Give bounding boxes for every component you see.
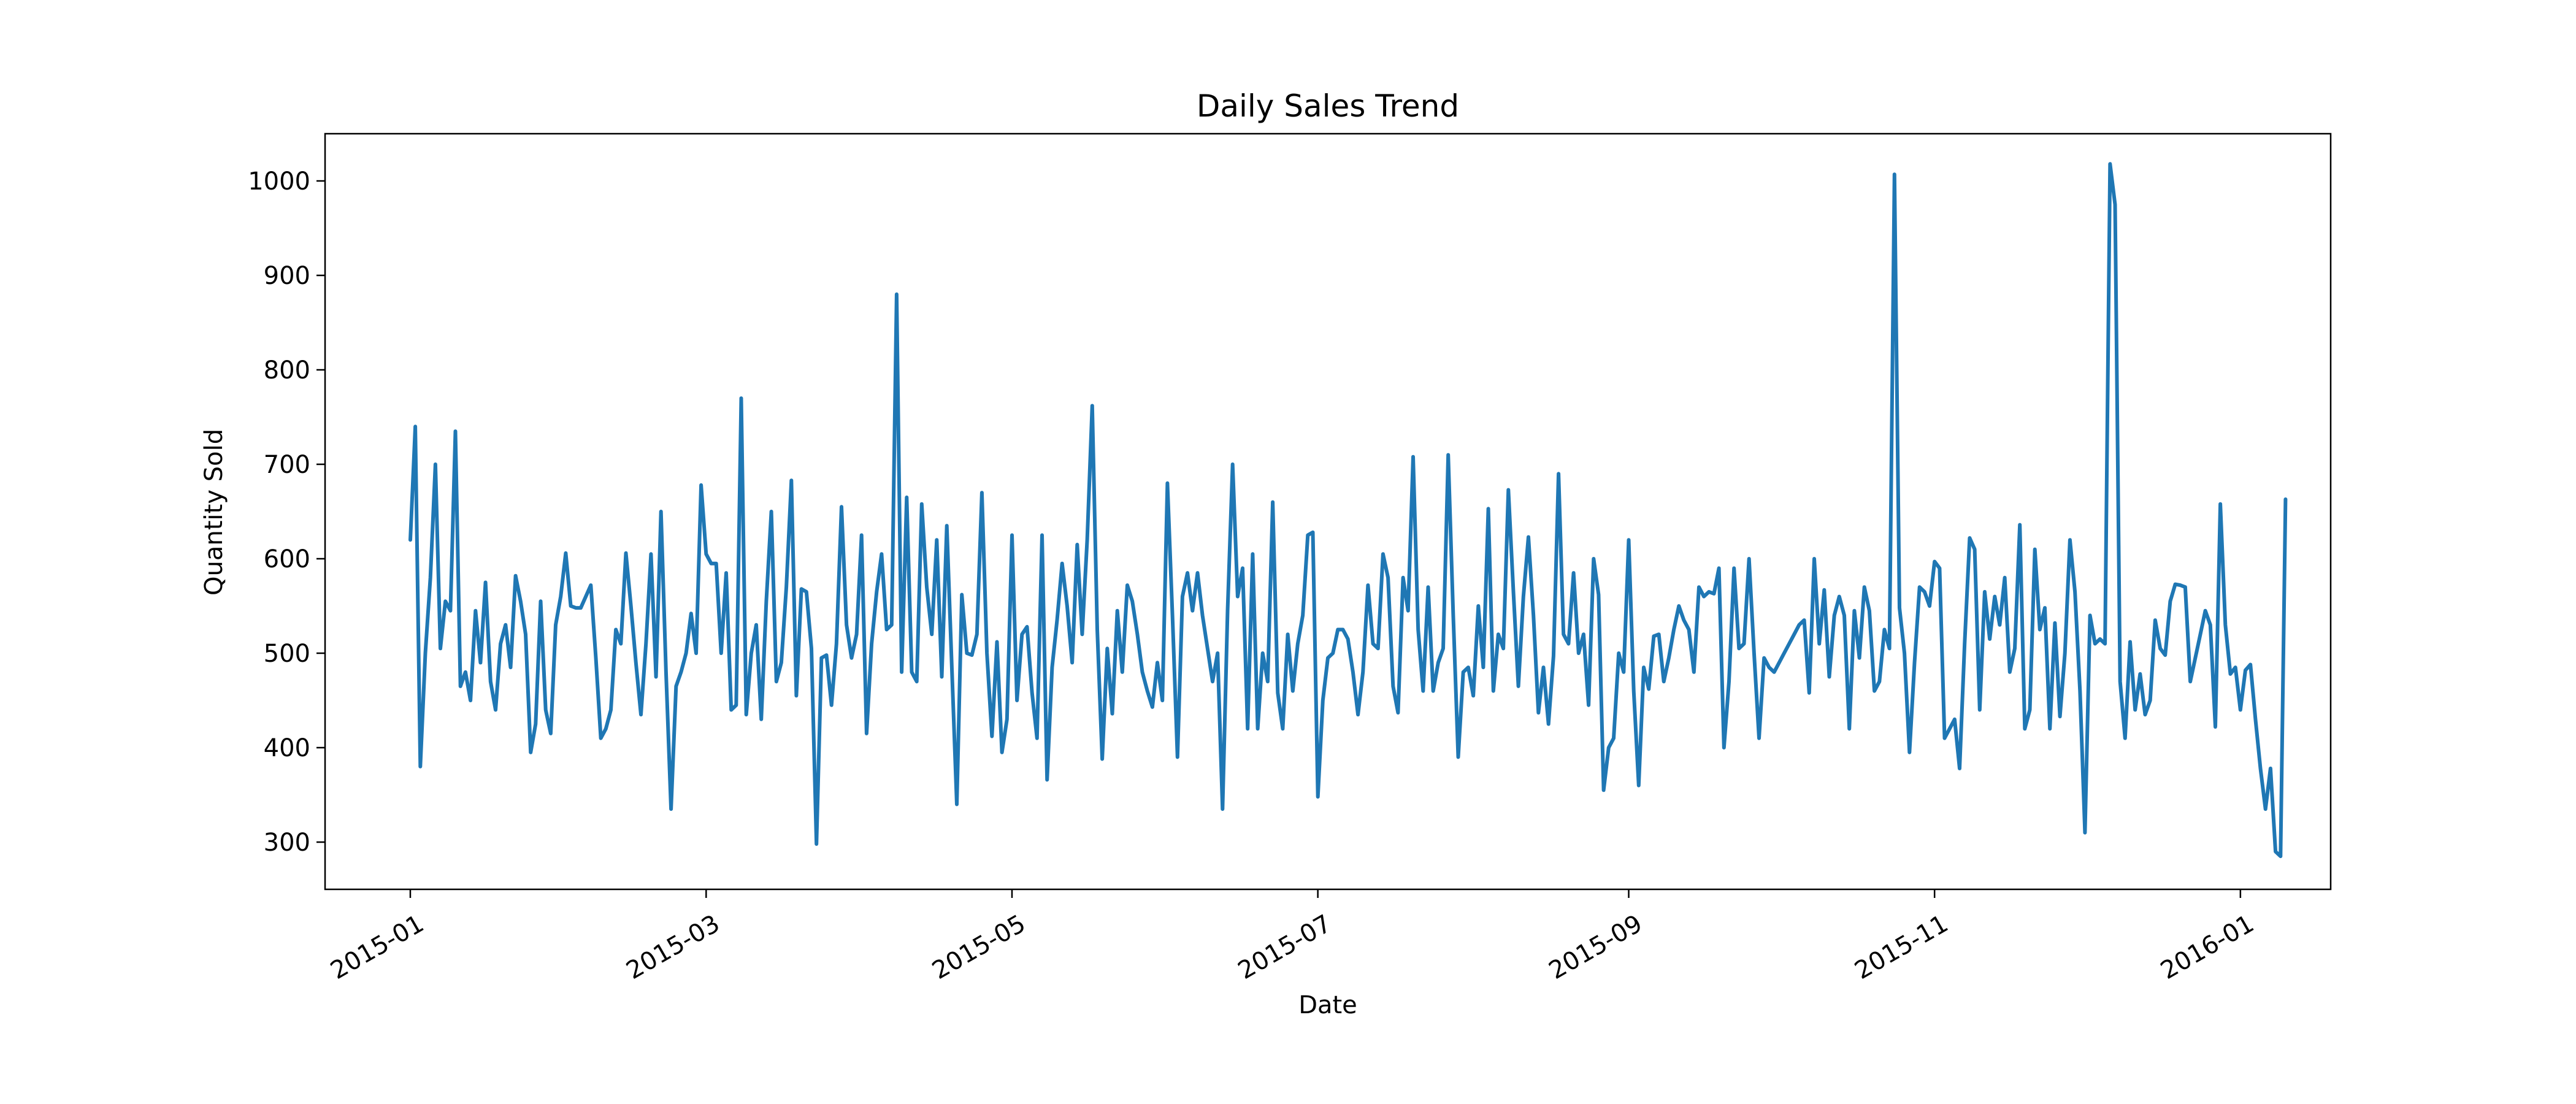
series-line (408, 162, 2288, 859)
y-tick-label: 500 (264, 640, 310, 668)
y-axis: 300 400 500 600 700 800 900 1000 (248, 167, 325, 857)
y-tick-label: 300 (264, 829, 310, 857)
y-tick-label: 700 (264, 451, 310, 479)
y-tick-label: 1000 (248, 167, 310, 196)
y-axis-label: Quantity Sold (200, 429, 228, 596)
y-tick-label: 600 (264, 545, 310, 573)
y-tick-label: 800 (264, 356, 310, 385)
y-tick-label: 400 (264, 734, 310, 762)
y-tick-label: 900 (264, 262, 310, 290)
x-axis-label: Date (1298, 991, 1357, 1019)
chart-title: Daily Sales Trend (1197, 88, 1459, 124)
plot-frame (324, 132, 2332, 891)
